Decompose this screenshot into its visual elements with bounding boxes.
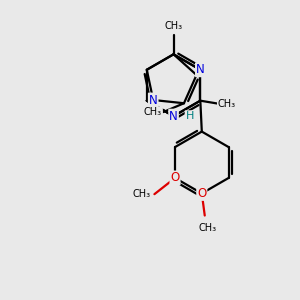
Text: CH₃: CH₃	[144, 107, 162, 117]
Text: CH₃: CH₃	[164, 21, 183, 31]
Text: N: N	[149, 94, 158, 106]
Text: CH₃: CH₃	[218, 99, 236, 109]
Text: O: O	[197, 187, 206, 200]
Text: O: O	[170, 172, 180, 184]
Text: CH₃: CH₃	[199, 223, 217, 233]
Text: H: H	[186, 111, 194, 121]
Text: N: N	[169, 110, 178, 123]
Text: N: N	[196, 63, 205, 76]
Text: CH₃: CH₃	[132, 189, 150, 199]
